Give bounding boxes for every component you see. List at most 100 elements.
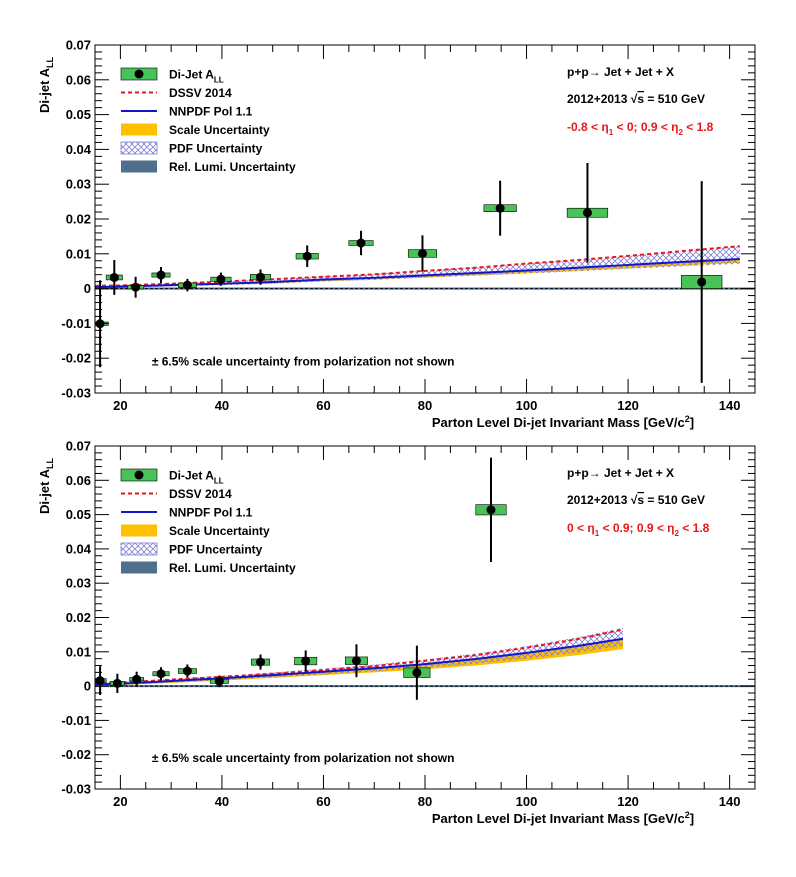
legend-label-text: DSSV 2014 <box>169 487 232 501</box>
y-tick-label: -0.02 <box>61 351 91 366</box>
y-axis-label-main: Di-jet A <box>37 67 52 113</box>
energy-value: = 510 GeV <box>644 92 705 106</box>
y-tick-label: 0.07 <box>66 38 91 53</box>
data-point <box>582 208 592 218</box>
x-tick-label: 140 <box>719 398 741 413</box>
legend-label-data: Di-Jet ALL <box>169 68 224 85</box>
plot-area <box>95 457 755 700</box>
x-axis-label-sup: 2 <box>685 810 690 820</box>
process-label: p+p→ Jet + Jet + X <box>567 466 674 480</box>
eta-region-sub: 1 <box>609 128 614 137</box>
x-tick-label: 40 <box>215 794 229 809</box>
legend-symbol-data-marker <box>134 69 144 79</box>
data-point <box>302 251 312 261</box>
eta-region-sub: 1 <box>595 529 600 538</box>
data-point <box>417 248 427 258</box>
legend-symbol-pdf <box>120 542 158 556</box>
legend-label-text: Scale Uncertainty <box>169 524 270 538</box>
sqrt-s: s <box>637 493 644 507</box>
eta-region-label: 0 < η1 < 0.9; 0.9 < η2 < 1.8 <box>567 521 710 538</box>
data-point <box>182 666 192 676</box>
data-point <box>214 676 224 686</box>
legend-label-text: PDF Uncertainty <box>169 543 263 557</box>
x-tick-label: 20 <box>113 794 127 809</box>
eta-region-sub: 2 <box>675 529 680 538</box>
energy-years: 2012+2013 <box>567 493 631 507</box>
x-tick-label: 60 <box>316 398 330 413</box>
legend-label-pdf: PDF Uncertainty <box>169 142 263 156</box>
y-tick-label: 0.03 <box>66 177 91 192</box>
eta-region-part: < 1.8 <box>683 120 714 134</box>
data-point <box>486 505 496 515</box>
data-point <box>156 669 166 679</box>
data-point <box>256 272 266 282</box>
y-tick-label: 0 <box>84 281 91 296</box>
y-tick-label: -0.03 <box>61 386 91 401</box>
eta-region-part: < 1.8 <box>679 521 710 535</box>
x-axis-label-tail: ] <box>690 415 694 430</box>
legend-label-data: Di-Jet ALL <box>169 469 224 486</box>
y-tick-label: -0.02 <box>61 747 91 762</box>
eta-region-part: 0 < η <box>567 521 595 535</box>
legend-label-lumi: Rel. Lumi. Uncertainty <box>169 561 296 575</box>
eta-region-part: < 0.9; 0.9 < η <box>599 521 674 535</box>
data-point <box>301 656 311 666</box>
energy-label: 2012+2013 √s = 510 GeV <box>567 92 705 106</box>
x-tick-label: 60 <box>316 794 330 809</box>
x-axis-label-sup: 2 <box>685 414 690 424</box>
data-point <box>109 272 119 282</box>
legend-label-text: Rel. Lumi. Uncertainty <box>169 160 296 174</box>
energy-value: = 510 GeV <box>644 493 705 507</box>
legend-symbol-pdf <box>120 141 158 155</box>
legend-label-sub: LL <box>214 76 224 85</box>
eta-region-sub: 2 <box>679 128 684 137</box>
y-tick-label: 0.01 <box>66 246 91 261</box>
x-axis-label: Parton Level Di-jet Invariant Mass [GeV/… <box>432 414 694 430</box>
y-tick-label: 0.05 <box>66 507 91 522</box>
eta-region-part: -0.8 < η <box>567 120 609 134</box>
plot-area <box>95 162 755 383</box>
x-tick-label: 120 <box>617 794 639 809</box>
data-point <box>112 678 122 688</box>
x-tick-label: 120 <box>617 398 639 413</box>
legend-symbol-lumi <box>121 561 157 574</box>
legend-label-text: Di-Jet A <box>169 469 214 483</box>
legend-label-nnpdf: NNPDF Pol 1.1 <box>169 105 253 119</box>
y-tick-label: -0.01 <box>61 713 91 728</box>
y-tick-label: 0.06 <box>66 473 91 488</box>
data-point <box>356 238 366 248</box>
eta-region-part: < 0; 0.9 < η <box>613 120 678 134</box>
nnpdf-pol-line <box>95 637 624 686</box>
chart-panel-top: -0.03 -0.02 -0.01 0 0.01 0.02 0.03 0.04 0.05 0.06… <box>37 38 756 430</box>
data-point <box>495 203 505 213</box>
legend-label-nnpdf: NNPDF Pol 1.1 <box>169 506 253 520</box>
process-label: p+p→ Jet + Jet + X <box>567 65 674 79</box>
sqrt-s: s <box>637 92 644 106</box>
y-axis-label: Di-jet ALL <box>37 57 55 114</box>
dssv-2014-line <box>95 628 624 685</box>
data-point <box>131 282 141 292</box>
legend-label-text: DSSV 2014 <box>169 86 232 100</box>
y-tick-label: 0.05 <box>66 107 91 122</box>
data-point <box>697 277 707 287</box>
legend-label-text: NNPDF Pol 1.1 <box>169 506 253 520</box>
x-tick-label: 140 <box>719 794 741 809</box>
legend-label-text: Scale Uncertainty <box>169 123 270 137</box>
x-axis-label-main: Parton Level Di-jet Invariant Mass [GeV/… <box>432 811 685 826</box>
y-tick-label: 0 <box>84 679 91 694</box>
y-tick-label: -0.01 <box>61 316 91 331</box>
y-tick-label: -0.03 <box>61 782 91 797</box>
pdf-uncertainty-band <box>95 627 623 686</box>
y-axis-label-main: Di-jet A <box>37 468 52 514</box>
x-axis-label-main: Parton Level Di-jet Invariant Mass [GeV/… <box>432 415 685 430</box>
data-point <box>412 668 422 678</box>
x-tick-label: 40 <box>215 398 229 413</box>
data-point <box>156 270 166 280</box>
y-axis-label-sub: LL <box>45 57 55 68</box>
y-tick-label: 0.03 <box>66 576 91 591</box>
polarization-note: ± 6.5% scale uncertainty from polarizati… <box>152 751 455 765</box>
data-point <box>256 657 266 667</box>
legend-label-text: Rel. Lumi. Uncertainty <box>169 561 296 575</box>
